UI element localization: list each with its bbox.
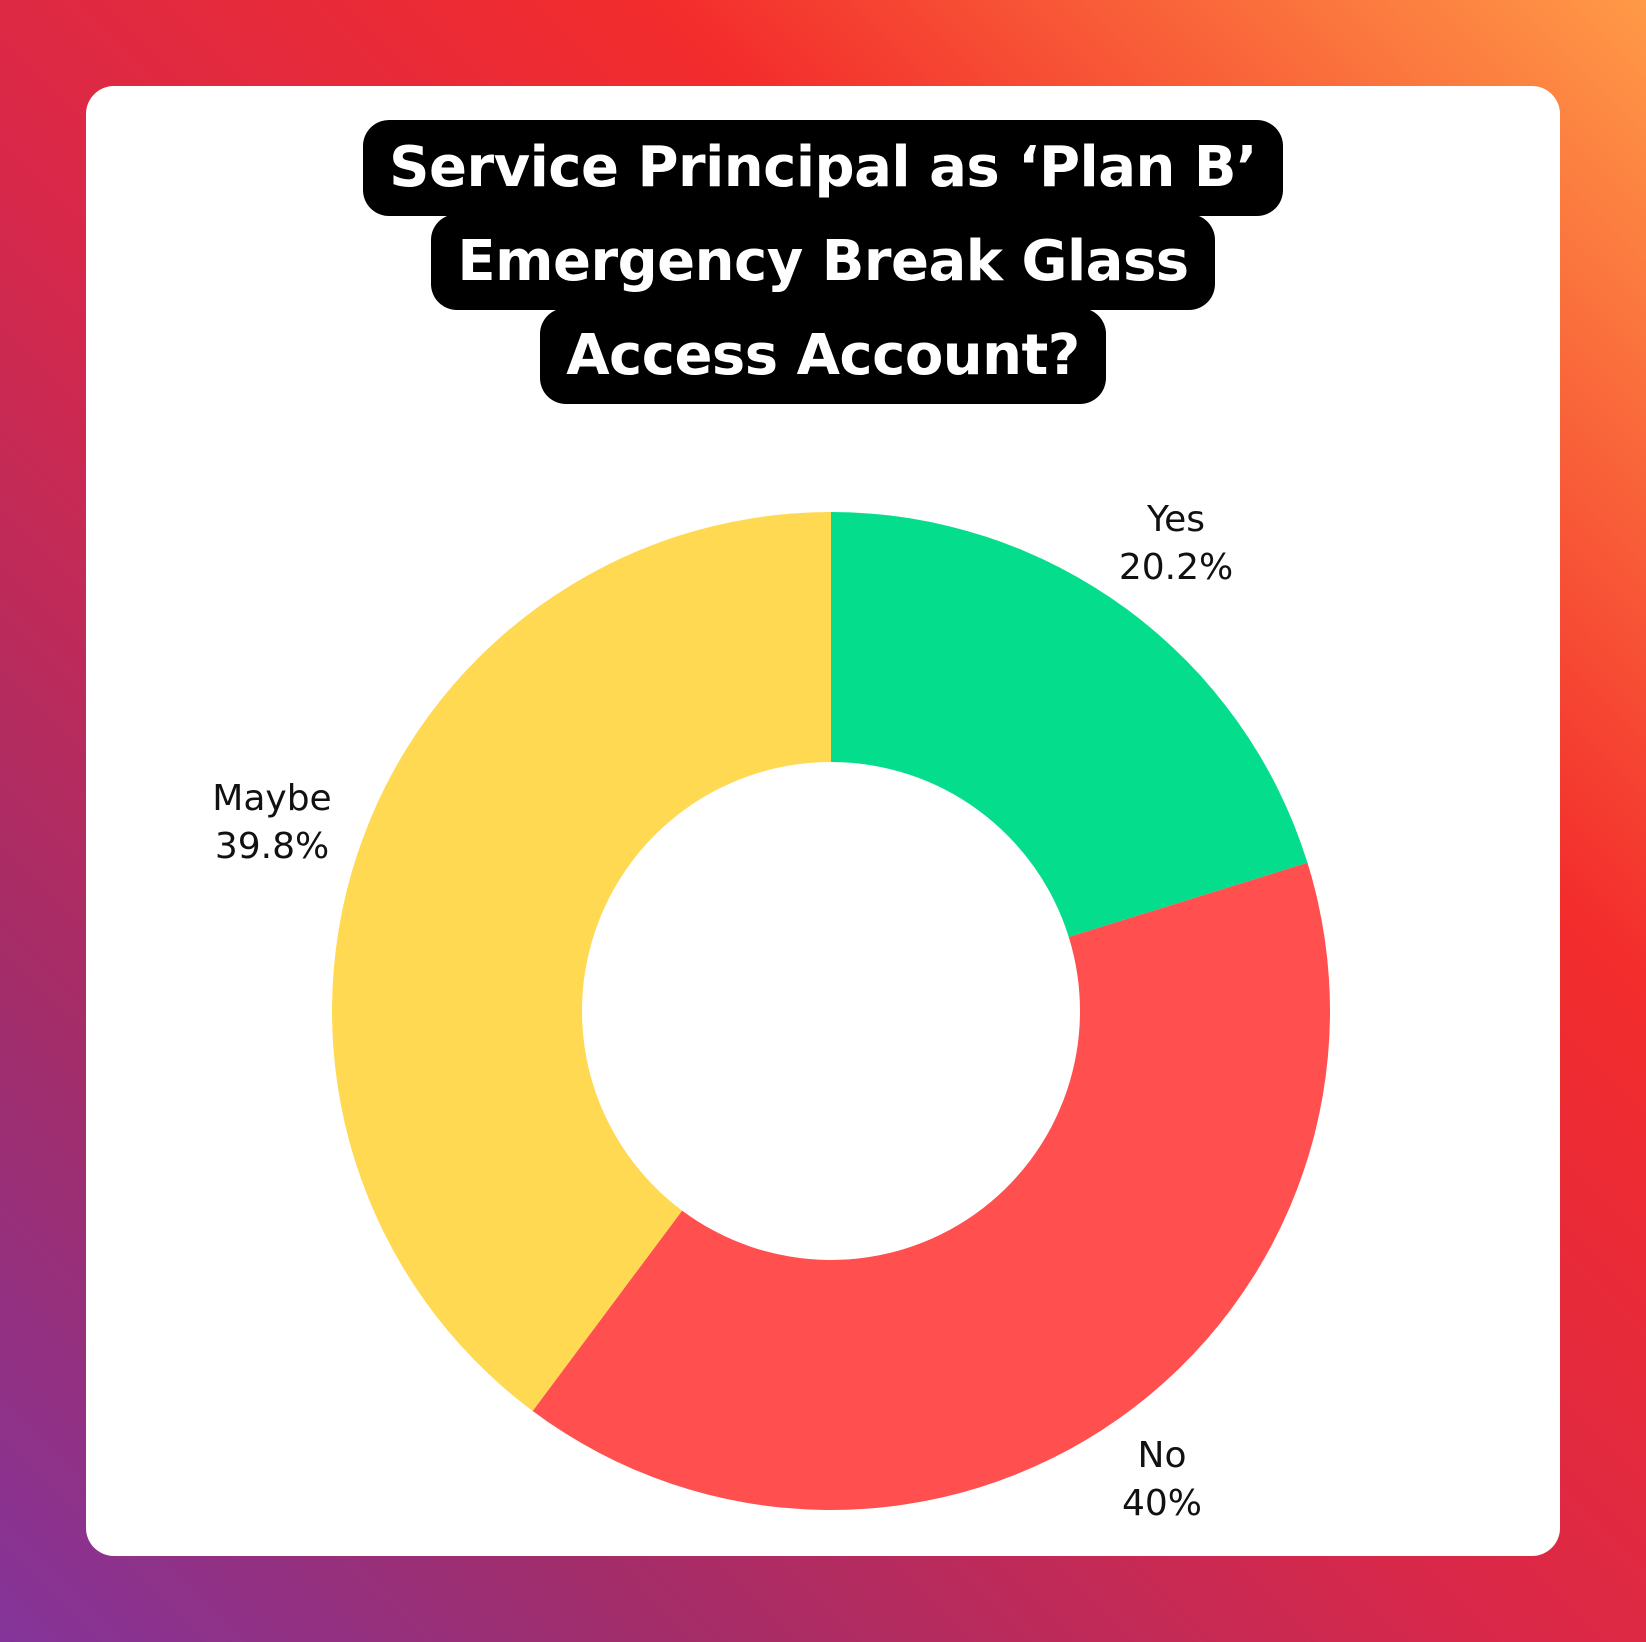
label-maybe-value: 39.8%: [214, 826, 330, 867]
title-line-3: Access Account?: [540, 308, 1106, 404]
title-line-2: Emergency Break Glass: [431, 214, 1215, 310]
label-no-value: 40%: [1121, 1483, 1203, 1524]
label-yes: Yes 20.2%: [1119, 496, 1233, 592]
slice-maybe: [331, 512, 831, 1411]
label-no-name: No: [1137, 1435, 1187, 1476]
slice-yes: [831, 512, 1308, 938]
slice-no: [532, 862, 1330, 1510]
label-maybe: Maybe 39.8%: [212, 775, 331, 871]
label-maybe-name: Maybe: [212, 778, 332, 819]
title-line-1: Service Principal as ‘Plan B’: [363, 120, 1283, 216]
label-yes-value: 20.2%: [1118, 547, 1234, 588]
label-no: No 40%: [1122, 1432, 1202, 1528]
chart-title: Service Principal as ‘Plan B’ Emergency …: [86, 120, 1560, 404]
label-yes-name: Yes: [1146, 499, 1206, 540]
